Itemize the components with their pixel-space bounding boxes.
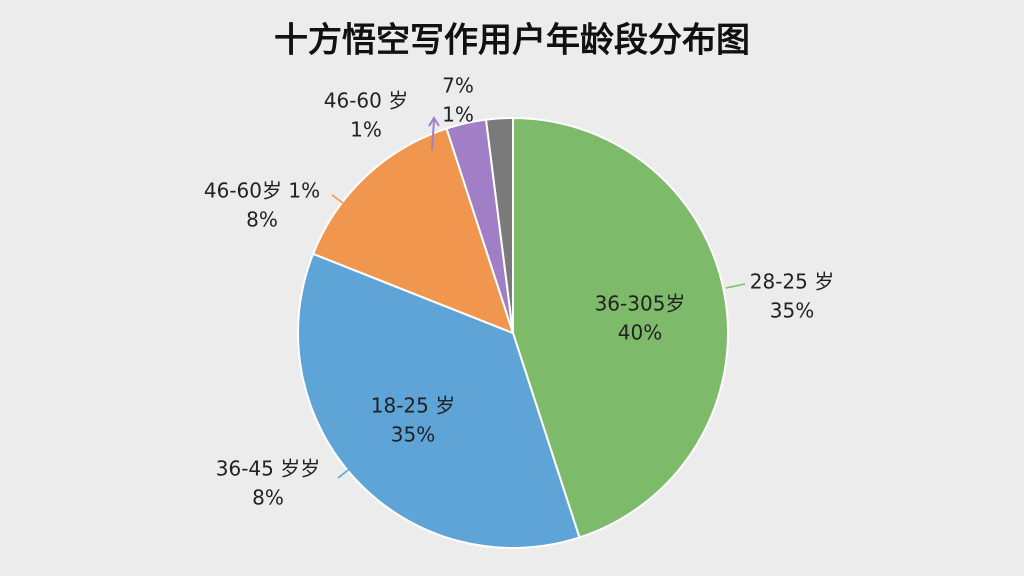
pie-slice [484,116,514,334]
slice-label: 35% [391,423,435,447]
slice-label: 18-25 岁 [371,394,455,418]
leader-line [725,283,746,289]
slice-label: 1% [442,103,474,127]
leader-line [331,194,351,209]
labels: 36-305岁 40% 28-25 岁 35% 18-25 岁 35% 36-45 岁岁 8%… [204,74,834,510]
leader-arrow [428,116,440,151]
leader-lines [331,116,746,479]
slice-label: 28-25 岁 [750,270,834,294]
slice-label: 8% [252,486,284,510]
slice-label: 36-305岁 [595,292,686,316]
leader-line [337,466,353,479]
slice-label: 46-60 岁 [324,89,408,113]
slice-label: 46-60岁 1% [204,179,320,203]
slice-label: 36-45 岁岁 [216,457,320,481]
slice-label: 35% [770,299,814,323]
slice-label: 1% [350,118,382,142]
slice-label: 8% [246,208,278,232]
slice-label: 7% [442,74,474,98]
pie-slice [512,116,729,539]
chart-title: 十方悟空写作用户年龄段分布图 [274,21,750,61]
pie-slice [297,252,581,549]
slice-label: 40% [618,321,662,345]
pie [297,116,729,549]
